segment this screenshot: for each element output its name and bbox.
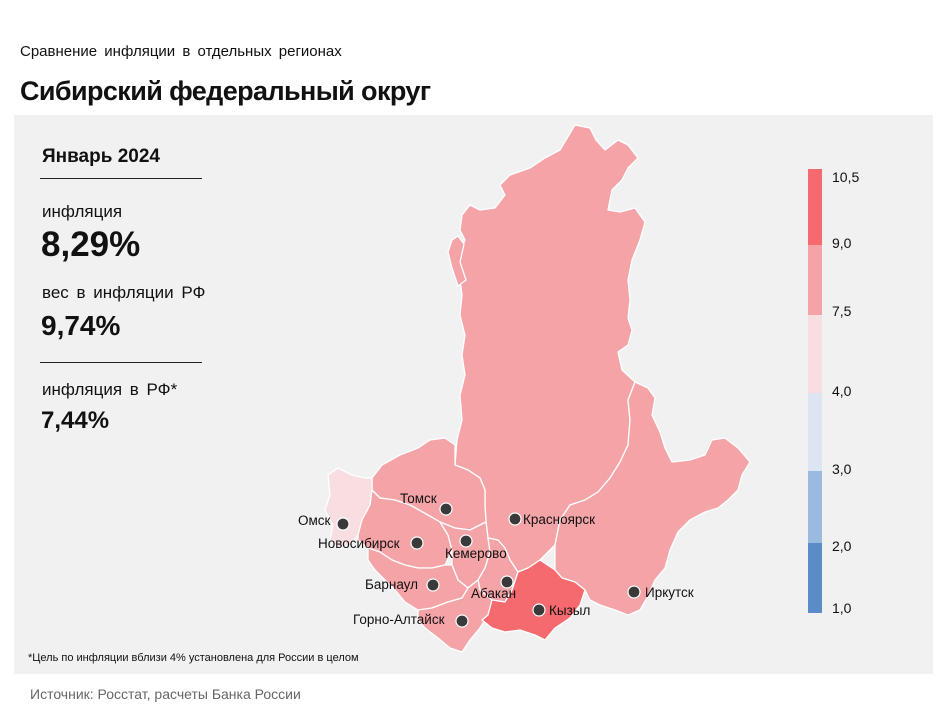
- legend-tick: 10,5: [832, 169, 859, 185]
- legend-tick: 7,5: [832, 303, 852, 319]
- city-label: Горно-Алтайск: [353, 612, 445, 627]
- legend-bin-4-7.5: [808, 315, 822, 393]
- city-gorno-altaysk: Горно-Алтайск: [353, 612, 469, 628]
- inflation-value: 8,29%: [41, 225, 141, 264]
- legend-tick: 4,0: [832, 383, 852, 399]
- city-label: Кызыл: [549, 603, 590, 618]
- divider: [40, 362, 202, 363]
- legend-tick: 9,0: [832, 235, 852, 251]
- rf-inflation-label: инфляция в РФ*: [42, 380, 178, 399]
- city-omsk: Омск: [298, 513, 350, 531]
- legend-tick: 2,0: [832, 538, 852, 554]
- legend-bin-1-2: [808, 543, 822, 613]
- city-label: Кемерово: [445, 546, 507, 561]
- city-label: Иркутск: [645, 585, 694, 600]
- city-label: Красноярск: [523, 512, 595, 527]
- legend-tick: 1,0: [832, 600, 852, 616]
- city-irkutsk: Иркутск: [627, 585, 694, 600]
- period-label: Январь 2024: [42, 146, 160, 167]
- weight-label: вес в инфляции РФ: [42, 283, 206, 302]
- region-tuva: [481, 559, 586, 641]
- region-irkutsk: [554, 381, 751, 616]
- legend-tick: 3,0: [832, 461, 852, 477]
- footnote: *Цель по инфляции вблизи 4% установлена …: [28, 652, 359, 664]
- city-kyzyl: Кызыл: [532, 603, 590, 618]
- subtitle: Сравнение инфляции в отдельных регионах: [20, 43, 342, 60]
- city-tomsk: Томск: [400, 491, 453, 516]
- source-note: Источник: Росстат, расчеты Банка России: [30, 686, 301, 702]
- legend-bin-7.5-9: [808, 245, 822, 315]
- city-barnaul: Барнаул: [365, 577, 440, 592]
- city-kemerovo: Кемерово: [445, 534, 507, 561]
- page-title: Сибирский федеральный округ: [20, 76, 431, 106]
- color-legend: 10,5 9,0 7,5 4,0 3,0 2,0 1,0: [808, 169, 859, 616]
- city-label: Омск: [298, 513, 331, 528]
- legend-bin-9-10.5: [808, 169, 822, 245]
- city-novosibirsk: Новосибирск: [318, 536, 424, 551]
- legend-bin-3-4: [808, 393, 822, 471]
- rf-inflation-value: 7,44%: [41, 407, 110, 434]
- weight-value: 9,74%: [41, 310, 121, 341]
- city-label: Новосибирск: [318, 536, 400, 551]
- legend-bin-2-3: [808, 471, 822, 543]
- city-label: Абакан: [471, 586, 516, 601]
- region-krasnoyarsk-detail: [447, 235, 467, 287]
- city-abakan: Абакан: [471, 575, 516, 601]
- city-krasnoyarsk: Красноярск: [508, 512, 595, 527]
- inflation-label: инфляция: [42, 202, 123, 221]
- city-label: Томск: [400, 491, 437, 506]
- divider: [40, 178, 202, 179]
- city-label: Барнаул: [365, 577, 418, 592]
